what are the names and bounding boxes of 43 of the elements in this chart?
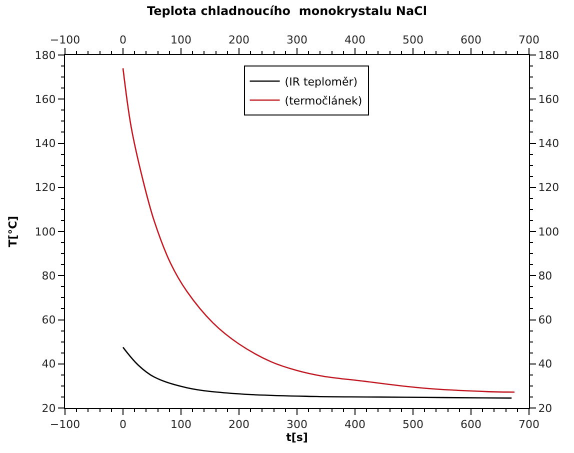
x-tick-label: 600 (460, 34, 482, 47)
y-tick-label: 40 (42, 358, 56, 371)
y2-tick-label: 180 (538, 48, 560, 62)
x-tick-label: 0 (120, 34, 126, 47)
x2-tick-label: 200 (228, 418, 250, 432)
x2-tick-label: 100 (170, 418, 192, 432)
y2-tick-label: 80 (538, 269, 552, 282)
y2-tick-label: 160 (538, 92, 560, 106)
x2-tick-label: 700 (518, 418, 540, 432)
y-tick-label: 180 (34, 48, 56, 62)
x-tick-label: −100 (50, 34, 80, 47)
x-tick-label: 300 (286, 34, 308, 47)
x-tick-label: 400 (344, 34, 366, 47)
x-axis-title: t[s] (286, 431, 308, 444)
y-tick-label: 100 (34, 225, 56, 238)
x-tick-label: 200 (228, 34, 250, 47)
x2-tick-label: 500 (402, 418, 424, 432)
x2-tick-label: 300 (286, 418, 308, 432)
line-series (122, 346, 512, 399)
y-tick-label: 60 (42, 314, 56, 327)
y2-tick-label: 140 (538, 137, 560, 150)
y-tick-label: 160 (34, 92, 56, 106)
chart-title: Teplota chladnoucího monokrystalu NaCl (147, 4, 427, 18)
y-tick-label: 120 (34, 181, 56, 194)
x-tick-label: 700 (518, 34, 540, 47)
y2-tick-label: 40 (538, 358, 552, 371)
x2-tick-label: 0 (120, 418, 126, 432)
y-tick-label: 80 (42, 269, 56, 282)
line-series (122, 68, 516, 393)
y2-tick-label: 120 (538, 181, 560, 194)
y2-tick-label: 60 (538, 314, 552, 327)
x2-tick-label: −100 (50, 418, 80, 432)
legend-label: (IR teploměr) (284, 75, 358, 88)
x2-tick-label: 400 (344, 418, 366, 432)
y-tick-label: 20 (42, 402, 56, 415)
x-tick-label: 500 (402, 34, 424, 47)
legend-label: (termočlánek) (284, 94, 362, 108)
x2-tick-label: 600 (460, 418, 482, 432)
y2-tick-label: 100 (538, 225, 560, 238)
y-axis-title: T[°C] (6, 216, 20, 248)
x-tick-label: 100 (170, 34, 192, 47)
y2-tick-label: 20 (538, 402, 552, 415)
y-tick-label: 140 (34, 137, 56, 150)
